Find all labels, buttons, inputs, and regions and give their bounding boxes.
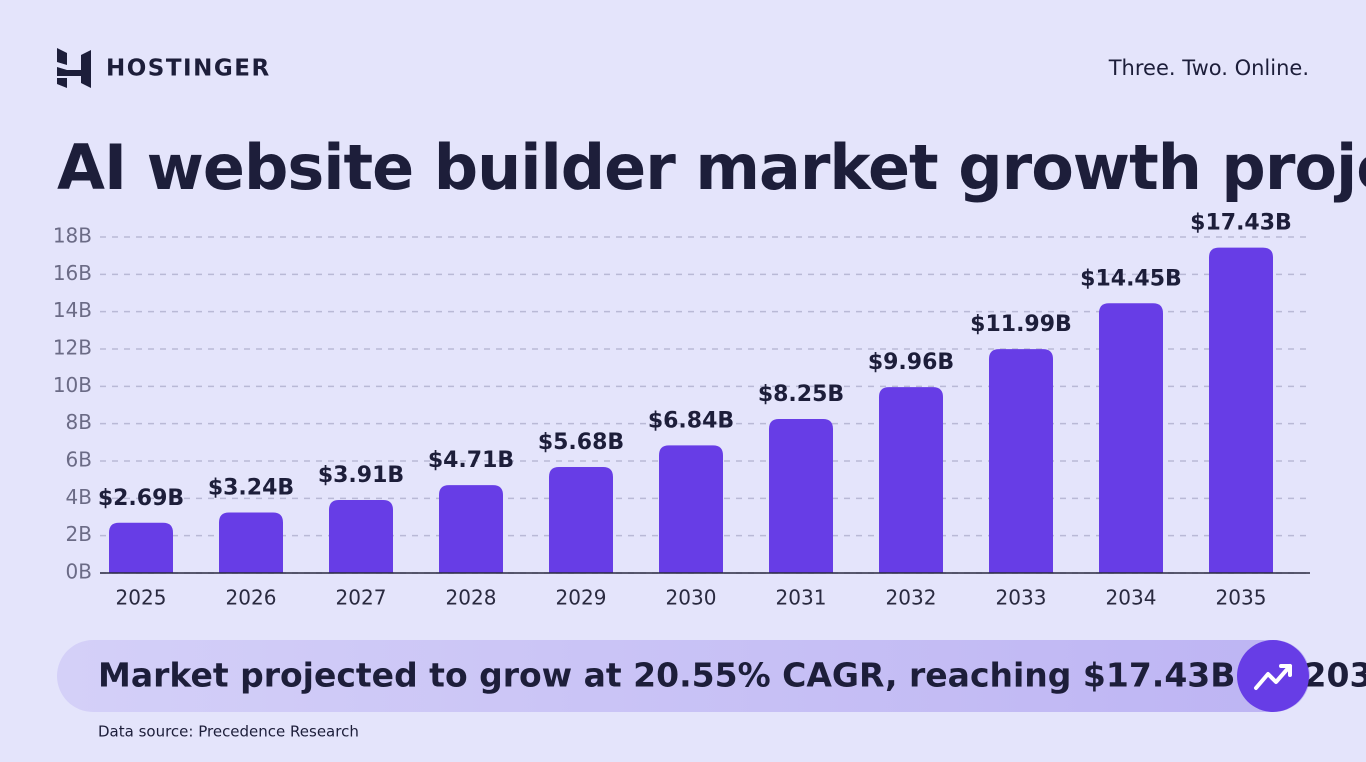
value-label: $5.68B (538, 430, 624, 455)
value-label: $4.71B (428, 448, 514, 473)
y-tick-label: 6B (66, 448, 92, 472)
bar (769, 419, 833, 573)
chart-title: AI website builder market growth project… (57, 131, 1366, 204)
bar (219, 512, 283, 573)
value-label: $8.25B (758, 382, 844, 407)
bar (1209, 247, 1273, 573)
value-label: $14.45B (1080, 266, 1182, 291)
x-tick-label: 2035 (1216, 586, 1267, 610)
tagline: Three. Two. Online. (1108, 56, 1309, 80)
x-tick-label: 2027 (336, 586, 387, 610)
bar (989, 349, 1053, 573)
x-tick-label: 2034 (1106, 586, 1157, 610)
y-tick-label: 0B (66, 560, 92, 584)
x-tick-label: 2030 (666, 586, 717, 610)
callout-text: Market projected to grow at 20.55% CAGR,… (98, 656, 1366, 695)
x-tick-label: 2029 (556, 586, 607, 610)
value-label: $3.24B (208, 476, 294, 501)
value-label: $9.96B (868, 350, 954, 375)
y-tick-label: 18B (53, 224, 92, 248)
x-tick-label: 2032 (886, 586, 937, 610)
plot-area: 0B 2B 4B 6B 8B 10B 12B 14B 16B 18B 2025 $2.69B 2026 $… (53, 211, 1310, 610)
y-tick-label: 12B (53, 336, 92, 360)
value-label: $11.99B (970, 312, 1072, 337)
x-tick-label: 2033 (996, 586, 1047, 610)
value-label: $6.84B (648, 408, 734, 433)
y-tick-label: 16B (53, 261, 92, 285)
bar (1099, 303, 1163, 573)
bar (329, 500, 393, 573)
bar (879, 387, 943, 573)
value-label: $3.91B (318, 463, 404, 488)
bar (109, 522, 173, 573)
x-tick-label: 2025 (116, 586, 167, 610)
trend-arrow-head (1279, 664, 1292, 677)
y-tick-label: 10B (53, 373, 92, 397)
y-tick-label: 4B (66, 485, 92, 509)
x-tick-label: 2031 (776, 586, 827, 610)
trend-icon (1237, 640, 1309, 712)
value-label: $17.43B (1190, 211, 1292, 236)
x-tick-label: 2028 (446, 586, 497, 610)
y-tick-label: 8B (66, 410, 92, 434)
callout-pill (57, 640, 1310, 712)
bar (659, 445, 723, 573)
brand-logo (57, 48, 91, 88)
trend-arrow (1254, 664, 1292, 690)
x-tick-label: 2026 (226, 586, 277, 610)
y-tick-label: 14B (53, 298, 92, 322)
bar (549, 466, 613, 573)
source-note: Data source: Precedence Research (98, 723, 359, 741)
brand-name: HOSTINGER (106, 56, 271, 82)
bar (439, 485, 503, 573)
value-label: $2.69B (98, 486, 184, 511)
y-tick-label: 2B (66, 522, 92, 546)
